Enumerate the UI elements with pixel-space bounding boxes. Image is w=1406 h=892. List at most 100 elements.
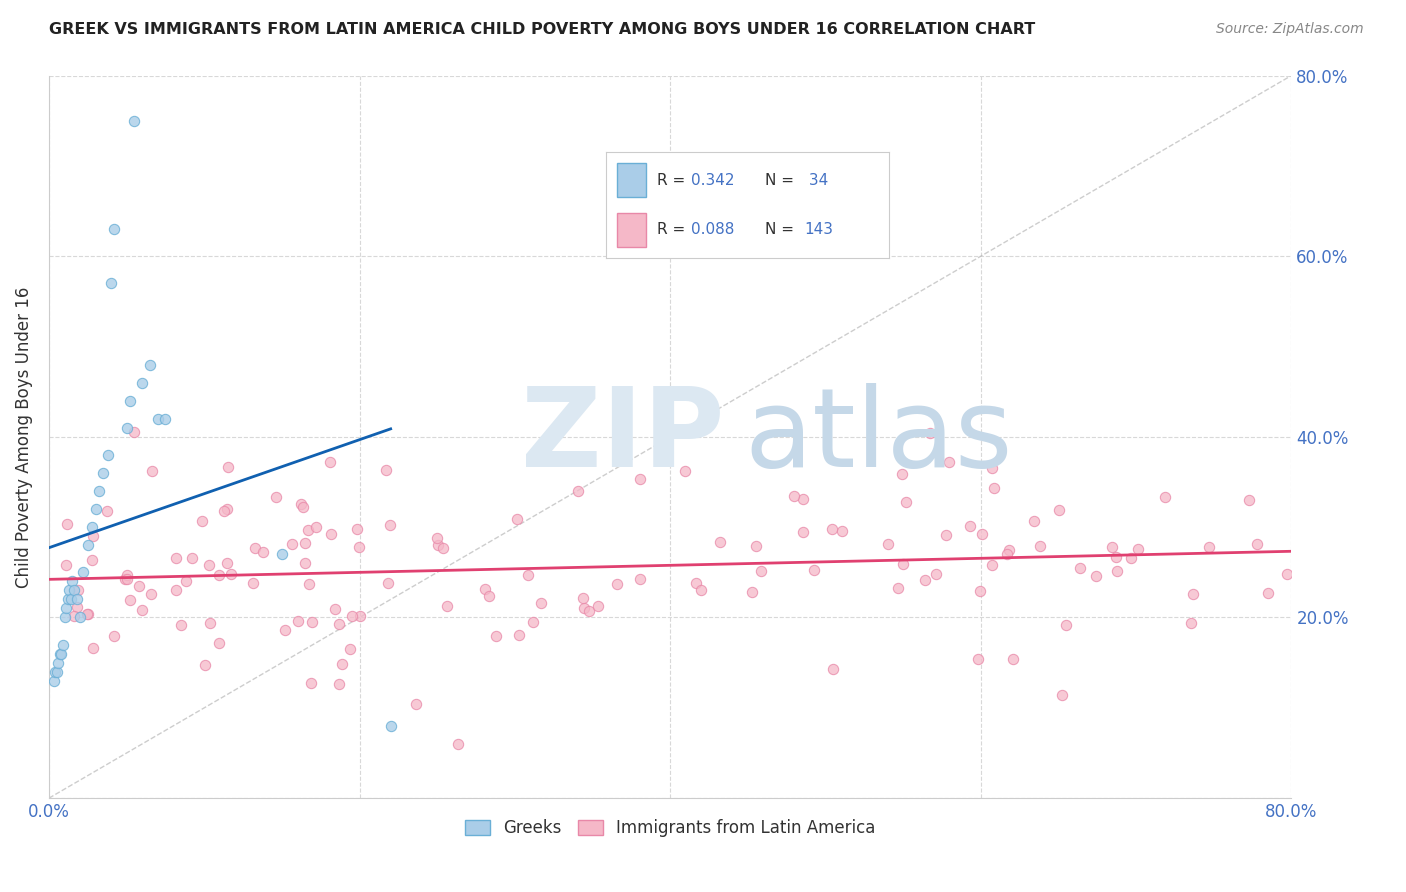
Point (918, 426, 941, 441)
Point (578, 604, 600, 618)
Point (1101, 540, 1123, 554)
Point (508, 628, 530, 642)
Point (890, 467, 912, 482)
Point (1069, 561, 1091, 575)
Point (516, 568, 538, 582)
Point (1054, 617, 1077, 632)
Point (294, 557, 316, 571)
Point (447, 737, 470, 751)
Point (42, 673, 65, 688)
Point (318, 454, 340, 468)
Point (63, 583, 86, 598)
Point (530, 596, 553, 610)
Point (243, 541, 266, 556)
Point (969, 584, 991, 599)
Point (194, 657, 217, 672)
Point (346, 522, 368, 536)
Point (1002, 652, 1025, 666)
Point (321, 527, 343, 541)
Point (485, 629, 508, 643)
Point (572, 591, 595, 605)
Point (208, 568, 231, 582)
Point (981, 558, 1004, 573)
Point (131, 376, 153, 390)
Point (1198, 540, 1220, 554)
Point (1257, 586, 1279, 600)
Point (146, 411, 169, 425)
Point (69, 610, 91, 624)
Point (165, 583, 187, 598)
Point (100, 277, 122, 291)
Point (217, 502, 239, 516)
Point (349, 540, 371, 554)
Point (628, 572, 651, 586)
Point (425, 532, 447, 546)
Point (49, 647, 72, 661)
Point (96, 503, 118, 517)
Point (215, 556, 238, 570)
Point (82, 553, 104, 567)
Point (174, 574, 197, 588)
Point (103, 222, 125, 236)
Point (155, 411, 177, 425)
Point (294, 535, 316, 549)
Point (55, 517, 77, 532)
Point (44, 665, 66, 679)
Point (264, 490, 287, 504)
Point (741, 584, 763, 599)
Point (76, 538, 98, 552)
Point (60, 574, 83, 589)
Point (82, 529, 104, 543)
Point (967, 652, 990, 666)
Point (980, 461, 1002, 475)
Bar (617, 163, 645, 197)
Text: 143: 143 (804, 222, 834, 237)
Point (191, 514, 214, 528)
Point (280, 536, 302, 550)
Point (323, 602, 346, 616)
Point (1047, 503, 1070, 517)
Point (46, 656, 69, 670)
Point (274, 624, 297, 638)
Point (200, 615, 222, 630)
Point (115, 572, 138, 586)
Point (749, 564, 772, 578)
Bar (617, 213, 645, 247)
Point (914, 574, 936, 588)
Legend: Greeks, Immigrants from Latin America: Greeks, Immigrants from Latin America (458, 813, 883, 844)
Text: 0.342: 0.342 (692, 173, 735, 188)
Point (506, 512, 529, 526)
Point (1246, 536, 1268, 550)
Point (128, 579, 150, 593)
Point (894, 494, 917, 508)
Point (58, 583, 80, 598)
Text: GREEK VS IMMIGRANTS FROM LATIN AMERICA CHILD POVERTY AMONG BOYS UNDER 16 CORRELA: GREEK VS IMMIGRANTS FROM LATIN AMERICA C… (49, 22, 1035, 37)
Point (52, 638, 75, 652)
Point (340, 609, 363, 624)
Point (66, 592, 89, 607)
Point (82, 520, 104, 534)
Point (287, 614, 309, 628)
Point (972, 526, 994, 541)
Point (305, 520, 328, 534)
Point (1181, 587, 1204, 601)
Point (91, 466, 114, 480)
Y-axis label: Child Poverty Among Boys Under 16: Child Poverty Among Boys Under 16 (15, 286, 32, 588)
Point (586, 599, 609, 614)
Point (1275, 567, 1298, 582)
Point (181, 550, 204, 565)
Point (378, 518, 401, 533)
Point (522, 615, 544, 629)
Point (122, 425, 145, 440)
Point (82, 640, 104, 655)
Point (217, 460, 239, 475)
Point (1029, 539, 1052, 553)
Text: R =: R = (657, 173, 690, 188)
Point (72, 566, 94, 580)
Point (197, 558, 219, 572)
Point (214, 504, 236, 518)
Point (572, 600, 595, 615)
Text: N =: N = (765, 222, 799, 237)
Point (925, 566, 948, 581)
Point (299, 676, 322, 690)
